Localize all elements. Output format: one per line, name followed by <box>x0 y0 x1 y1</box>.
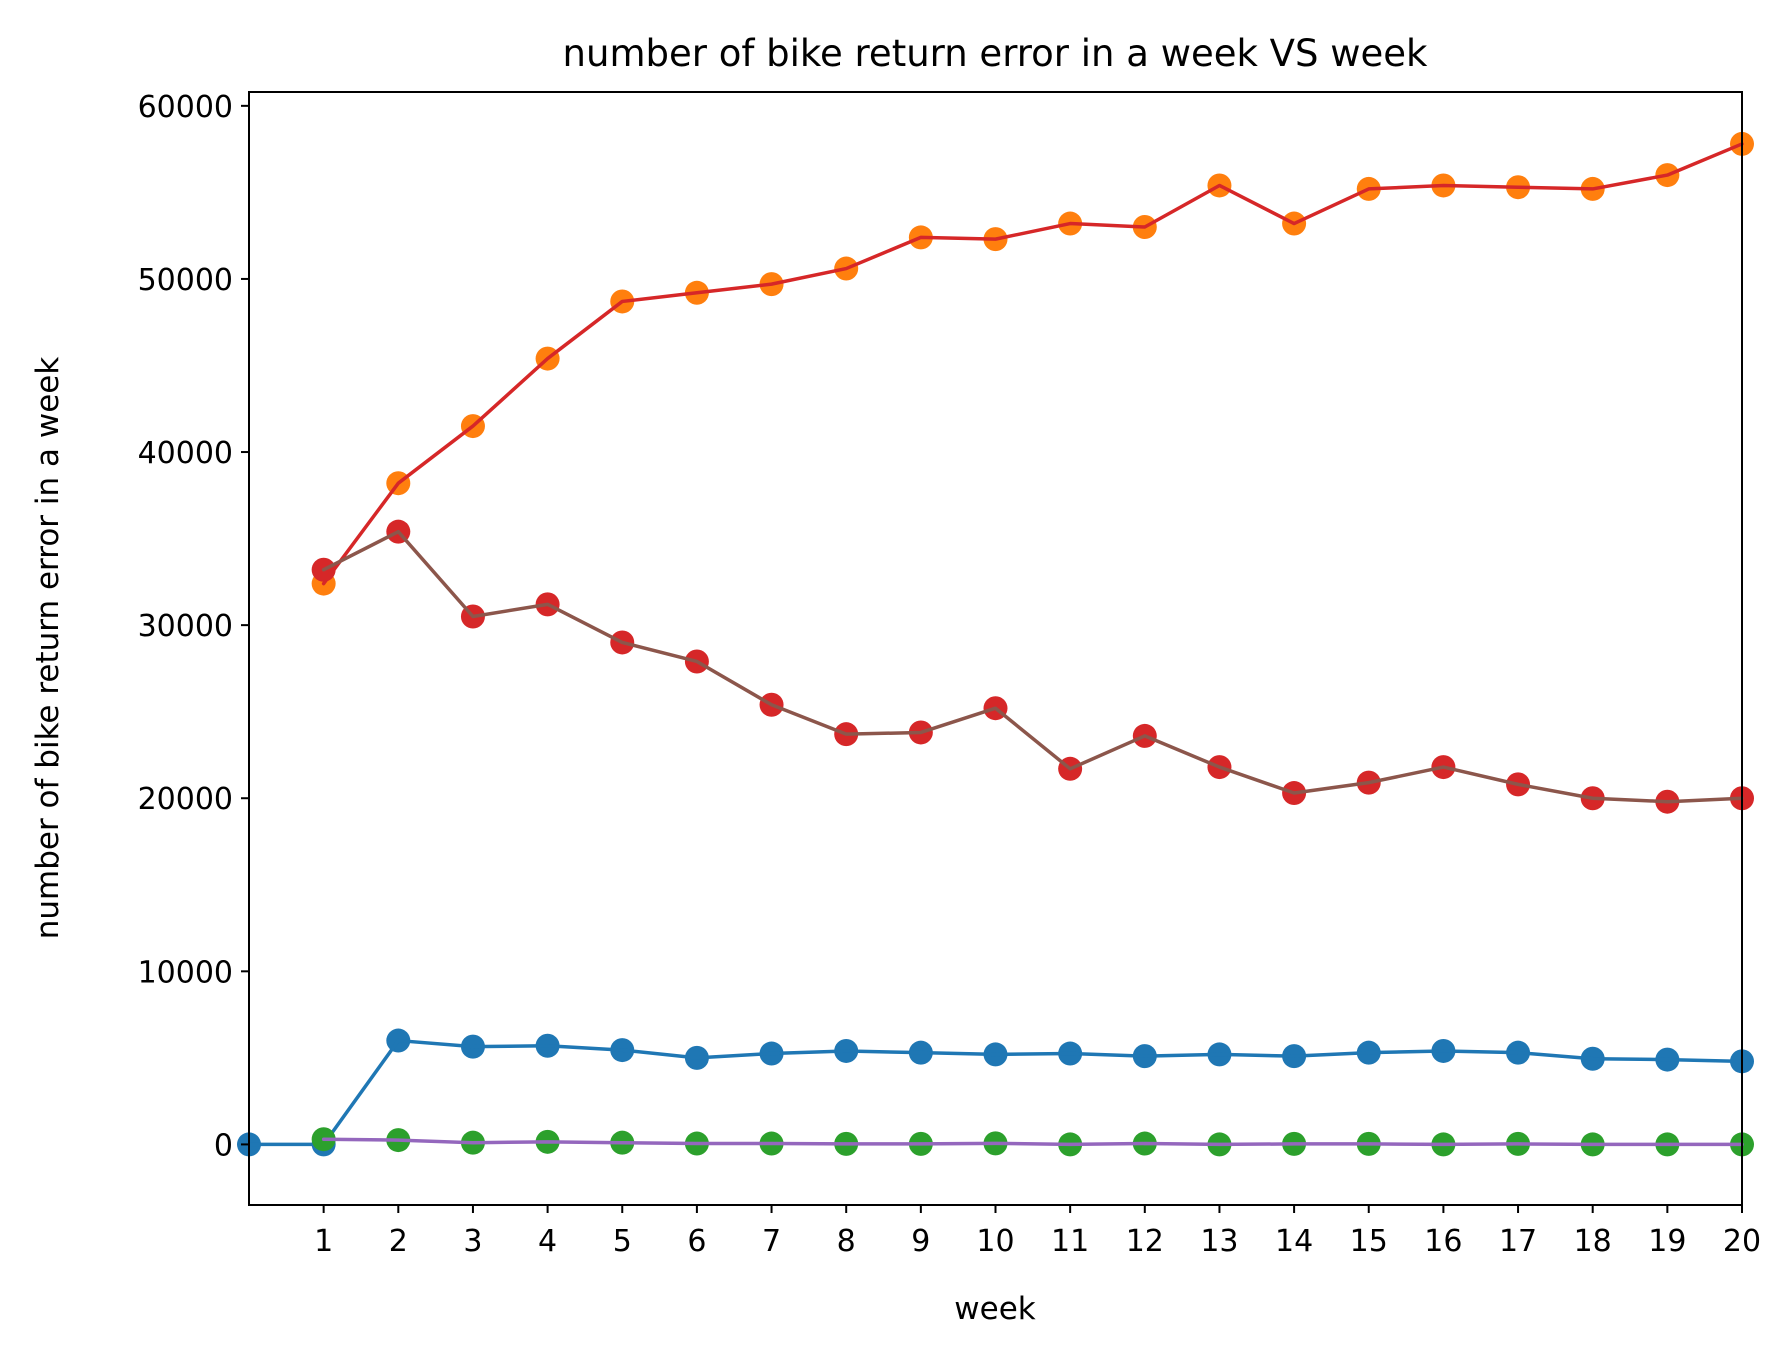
y-axis-label: number of bike return error in a week <box>30 357 66 940</box>
y-tick-label: 60000 <box>138 90 233 125</box>
x-tick: 19 <box>1648 1205 1686 1259</box>
series-line <box>321 142 1744 586</box>
y-tick-label: 30000 <box>138 609 233 644</box>
x-tick: 7 <box>762 1205 781 1259</box>
x-tick-label: 15 <box>1350 1224 1388 1259</box>
x-tick-label: 6 <box>687 1224 706 1259</box>
x-tick-label: 8 <box>837 1224 856 1259</box>
x-tick: 12 <box>1126 1205 1164 1259</box>
series-layer <box>237 131 1754 1157</box>
y-tick: 60000 <box>138 90 249 125</box>
y-tick-label: 0 <box>214 1128 233 1163</box>
x-tick: 10 <box>976 1205 1015 1259</box>
x-tick-label: 20 <box>1723 1224 1761 1259</box>
y-tick-label: 20000 <box>138 782 233 817</box>
x-tick: 14 <box>1275 1205 1313 1259</box>
x-tick: 3 <box>463 1205 482 1259</box>
x-tick: 8 <box>837 1205 856 1259</box>
y-tick: 40000 <box>138 436 249 471</box>
y-tick: 10000 <box>138 955 249 990</box>
x-tick: 4 <box>538 1205 557 1259</box>
x-tick-label: 2 <box>389 1224 408 1259</box>
x-tick: 6 <box>687 1205 706 1259</box>
series-3 <box>311 1127 1754 1157</box>
series-line <box>321 1137 1744 1147</box>
x-tick: 9 <box>911 1205 930 1259</box>
y-axis: 0 10000 20000 30000 40000 50000 60000 <box>138 90 249 1163</box>
x-tick-label: 3 <box>463 1224 482 1259</box>
x-tick: 1 <box>314 1205 333 1259</box>
x-tick: 5 <box>613 1205 632 1259</box>
x-tick: 17 <box>1499 1205 1537 1259</box>
x-tick-label: 13 <box>1200 1224 1238 1259</box>
series-2 <box>311 131 1754 596</box>
plot-background <box>249 92 1742 1205</box>
y-tick-label: 50000 <box>138 263 233 298</box>
series-line <box>321 529 1744 804</box>
y-tick-label: 40000 <box>138 436 233 471</box>
x-tick-label: 4 <box>538 1224 557 1259</box>
x-tick: 13 <box>1200 1205 1239 1259</box>
x-axis-label: week <box>954 1291 1035 1327</box>
x-tick-label: 1 <box>314 1224 333 1259</box>
x-tick-label: 10 <box>976 1224 1014 1259</box>
x-tick: 11 <box>1051 1205 1089 1259</box>
x-tick-label: 11 <box>1051 1224 1089 1259</box>
x-tick-label: 16 <box>1424 1224 1462 1259</box>
x-tick: 18 <box>1574 1205 1612 1259</box>
series-4 <box>311 519 1754 814</box>
x-tick-label: 19 <box>1648 1224 1686 1259</box>
x-tick-label: 14 <box>1275 1224 1313 1259</box>
x-tick-label: 7 <box>762 1224 781 1259</box>
x-tick-label: 5 <box>613 1224 632 1259</box>
y-tick: 30000 <box>138 609 249 644</box>
y-tick-label: 10000 <box>138 955 233 990</box>
x-tick: 16 <box>1424 1205 1462 1259</box>
x-tick-label: 18 <box>1574 1224 1612 1259</box>
x-tick: 20 <box>1723 1205 1761 1259</box>
x-tick: 2 <box>389 1205 408 1259</box>
x-tick-label: 12 <box>1126 1224 1164 1259</box>
x-tick-label: 9 <box>911 1224 930 1259</box>
x-tick: 15 <box>1350 1205 1388 1259</box>
series-line <box>247 1038 1744 1147</box>
y-tick: 20000 <box>138 782 249 817</box>
x-tick-label: 17 <box>1499 1224 1537 1259</box>
x-axis: 1 2 3 4 5 6 7 8 9 10 11 12 13 14 15 16 17 18 19 20 <box>314 1205 1761 1259</box>
y-tick: 0 <box>214 1128 249 1163</box>
chart-title: number of bike return error in a week VS… <box>563 32 1428 75</box>
y-tick: 50000 <box>138 263 249 298</box>
